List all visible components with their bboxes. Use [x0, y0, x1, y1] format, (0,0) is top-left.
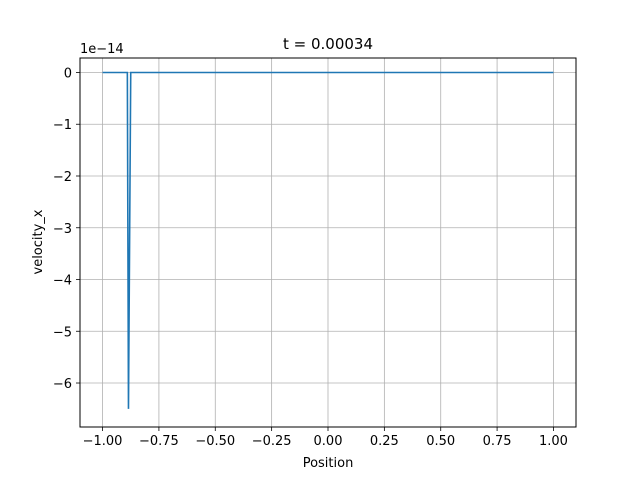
y-offset-label: 1e−14: [80, 42, 124, 57]
y-tick-label: −5: [53, 325, 72, 340]
y-tick-label: −3: [53, 222, 72, 237]
x-axis-ticks: −1.00 −0.75 −0.50 −0.25 0.00 0.25 0.50 0.75 1.00: [83, 427, 568, 449]
y-tick-label: −2: [53, 170, 72, 185]
y-tick-label: −6: [53, 377, 72, 392]
x-tick-label: 0.50: [426, 434, 455, 449]
x-tick-label: 1.00: [539, 434, 568, 449]
chart-title: t = 0.00034: [283, 35, 373, 53]
grid-lines: [80, 58, 576, 427]
x-tick-label: 0.75: [483, 434, 512, 449]
series-layer: [102, 71, 554, 409]
series-line-velocity_x: [102, 71, 554, 409]
y-tick-label: −1: [53, 118, 72, 133]
y-axis-ticks: 0 −1 −2 −3 −4 −5 −6: [53, 66, 80, 392]
x-tick-label: −1.00: [83, 434, 123, 449]
y-tick-label: 0: [64, 66, 72, 81]
x-tick-label: 0.25: [370, 434, 399, 449]
x-tick-label: 0.00: [314, 434, 343, 449]
x-axis-label: Position: [303, 456, 354, 471]
x-tick-label: −0.50: [195, 434, 235, 449]
y-axis-label: velocity_x: [31, 209, 46, 274]
x-tick-label: −0.25: [252, 434, 292, 449]
x-tick-label: −0.75: [139, 434, 179, 449]
y-tick-label: −4: [53, 274, 72, 289]
